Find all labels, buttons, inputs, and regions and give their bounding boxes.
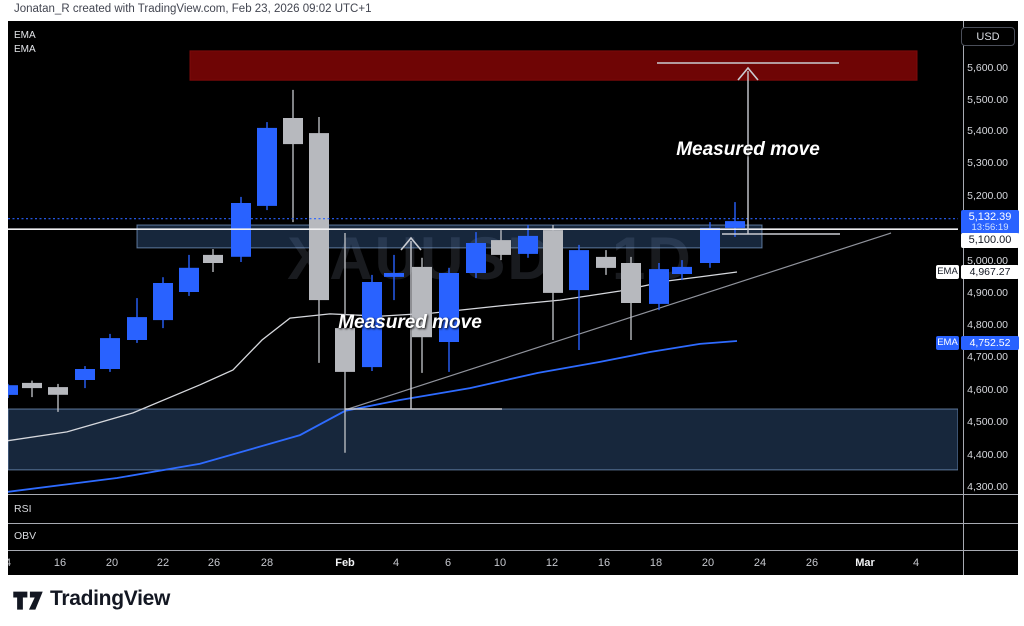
ema-legend-1[interactable]: EMA: [14, 30, 36, 41]
time-tick: 4: [8, 551, 11, 575]
footer-bar: TradingView: [0, 575, 1024, 626]
ema-slow-badge: EMA 4,752.52: [936, 336, 1019, 350]
brand-name[interactable]: TradingView: [50, 587, 171, 610]
time-tick: 28: [260, 557, 274, 569]
time-tick: 18: [649, 557, 663, 569]
time-tick: 6: [444, 557, 452, 569]
price-tick: 4,400.00: [967, 449, 1008, 461]
rsi-pane-label[interactable]: RSI: [14, 503, 32, 515]
time-tick: 22: [156, 557, 170, 569]
time-tick: 26: [207, 557, 221, 569]
ema-slow-tag: EMA: [936, 336, 959, 350]
price-tick: 5,000.00: [967, 255, 1008, 267]
ema-legend-2[interactable]: EMA: [14, 44, 36, 55]
price-tick: 4,700.00: [967, 351, 1008, 363]
tradingview-logo-icon[interactable]: [12, 586, 44, 614]
price-tick: 5,600.00: [967, 62, 1008, 74]
time-tick: 4: [912, 557, 920, 569]
ema-fast-badge: EMA 4,967.27: [936, 265, 1019, 279]
price-tick: 4,900.00: [967, 287, 1008, 299]
price-tick: 5,300.00: [967, 157, 1008, 169]
time-tick: 20: [105, 557, 119, 569]
ema-fast-tag: EMA: [936, 265, 959, 279]
measured-move-label-1[interactable]: Measured move: [338, 312, 482, 333]
price-tick: 4,800.00: [967, 319, 1008, 331]
time-tick: 10: [493, 557, 507, 569]
price-tick: 4,500.00: [967, 416, 1008, 428]
ema-fast-value: 4,967.27: [961, 265, 1019, 279]
chart-background: [8, 21, 1018, 575]
time-tick: 24: [753, 557, 767, 569]
time-tick: 26: [805, 557, 819, 569]
bar-countdown: 13:56:19: [971, 222, 1009, 233]
price-tick: 4,600.00: [967, 384, 1008, 396]
indicator-legend: EMA EMA: [14, 29, 36, 57]
time-tick: 12: [545, 557, 559, 569]
ema-slow-value: 4,752.52: [961, 336, 1019, 350]
currency-toggle-button[interactable]: USD: [961, 27, 1015, 46]
level-price-badge: 5,100.00: [961, 233, 1019, 248]
time-tick: Feb: [335, 557, 355, 569]
time-tick: Mar: [855, 557, 875, 569]
price-axis[interactable]: 5,600.00 5,500.00 5,400.00 5,300.00 5,200.00…: [964, 21, 1018, 551]
price-tick: 5,500.00: [967, 94, 1008, 106]
attribution-text: Jonatan_R created with TradingView.com, …: [14, 3, 372, 15]
obv-pane-label[interactable]: OBV: [14, 530, 37, 542]
time-axis[interactable]: 4 16 20 22 26 28 Feb 4 6 10 12 16 18 20 24 26 Mar 4: [8, 551, 958, 575]
measured-move-label-2[interactable]: Measured move: [676, 139, 820, 160]
time-tick: 16: [53, 557, 67, 569]
last-price-value: 5,132.39: [968, 211, 1012, 223]
time-tick: 16: [597, 557, 611, 569]
price-tick: 4,300.00: [967, 481, 1008, 493]
last-price-badge: 5,132.39 13:56:19: [961, 210, 1019, 234]
time-tick: 20: [701, 557, 715, 569]
time-tick: 4: [392, 557, 400, 569]
price-tick: 5,400.00: [967, 125, 1008, 137]
price-tick: 5,200.00: [967, 190, 1008, 202]
